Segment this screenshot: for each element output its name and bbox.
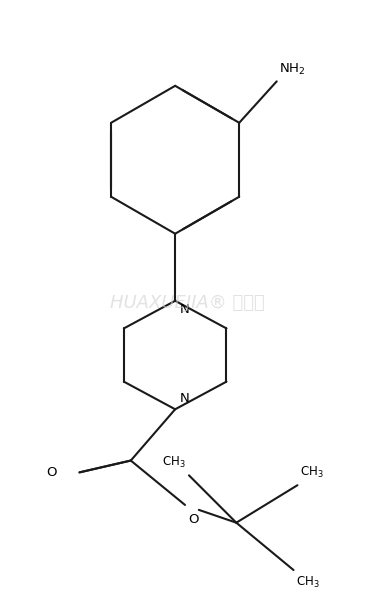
Text: N: N [180, 303, 190, 316]
Text: N: N [180, 392, 190, 406]
Text: NH$_2$: NH$_2$ [279, 62, 305, 78]
Text: HUAXUEJIA® 化学加: HUAXUEJIA® 化学加 [110, 294, 264, 312]
Text: CH$_3$: CH$_3$ [162, 455, 186, 471]
Text: CH$_3$: CH$_3$ [300, 465, 324, 480]
Text: CH$_3$: CH$_3$ [297, 575, 320, 590]
Text: O: O [47, 466, 57, 479]
Text: O: O [188, 513, 199, 526]
